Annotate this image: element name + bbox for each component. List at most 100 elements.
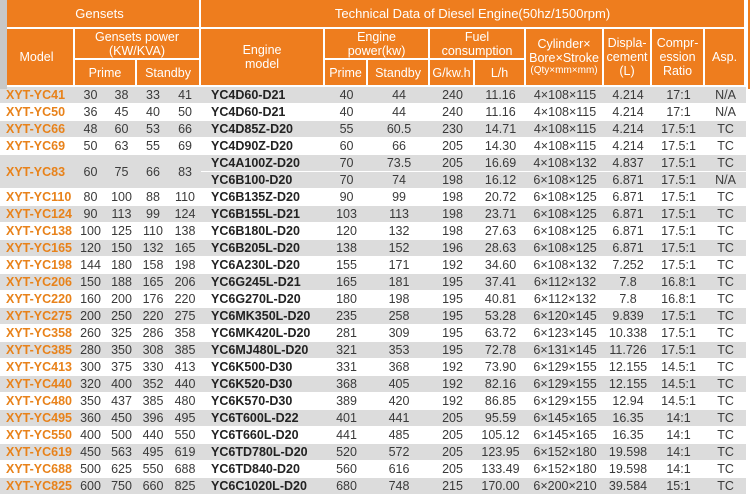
displacement-cell: 7.8 bbox=[604, 291, 653, 308]
engine-prime-cell: 235 bbox=[325, 308, 369, 325]
engine-prime-cell: 138 bbox=[325, 240, 369, 257]
engine-prime-cell: 321 bbox=[325, 342, 369, 359]
displacement-cell: 12.155 bbox=[604, 359, 653, 376]
cylinder-bore-stroke-cell: 6×145×165 bbox=[526, 410, 605, 427]
engine-model-cell: YC6T600L-D22 bbox=[201, 410, 326, 427]
col-header-genset-prime: Prime bbox=[75, 60, 137, 87]
genset-power-cell: 330 bbox=[137, 359, 169, 376]
table-row: XYT-YC275 200 250 220 275 YC6MK350L-D20 235 258… bbox=[0, 308, 747, 325]
genset-power-cell: 40 bbox=[137, 104, 169, 121]
engine-standby-cell: 368 bbox=[368, 359, 431, 376]
engine-standby-cell: 572 bbox=[368, 444, 431, 461]
cylinder-bore-stroke-cell: 6×152×180 bbox=[526, 461, 605, 478]
cylinder-bore-stroke-cell: 6×129×155 bbox=[526, 376, 605, 393]
header-band-mid: Model Gensets power (KW/KVA) Engine mode… bbox=[0, 29, 747, 87]
genset-power-cell: 150 bbox=[106, 240, 137, 257]
genset-power-cell: 158 bbox=[137, 257, 169, 274]
cylinder-bore-stroke-cell: 6×108×125 bbox=[526, 189, 605, 206]
fuel-lh-cell: 11.16 bbox=[475, 104, 527, 121]
genset-power-cell: 600 bbox=[75, 478, 106, 495]
displacement-cell: 12.155 bbox=[604, 376, 653, 393]
displacement-cell: 7.252 bbox=[604, 257, 653, 274]
cylinder-bore-stroke-cell: 6×152×180 bbox=[526, 444, 605, 461]
compression-ratio-cell: 17.5:1 bbox=[652, 155, 706, 172]
engine-model-cell: YC6B135Z-D20 bbox=[201, 189, 326, 206]
engine-prime-cell: 441 bbox=[325, 427, 369, 444]
engine-prime-cell: 103 bbox=[325, 206, 369, 223]
genset-power-cell: 619 bbox=[169, 444, 202, 461]
compression-ratio-cell: 17:1 bbox=[652, 87, 706, 104]
displacement-cell: 12.94 bbox=[604, 393, 653, 410]
genset-model-cell: XYT-YC358 bbox=[0, 325, 75, 342]
genset-power-cell: 563 bbox=[106, 444, 137, 461]
engine-standby-cell: 485 bbox=[368, 427, 431, 444]
genset-power-cell: 38 bbox=[106, 87, 137, 104]
compression-ratio-cell: 14:1 bbox=[652, 410, 706, 427]
engine-model-cell: YC6K500-D30 bbox=[201, 359, 326, 376]
genset-power-cell: 124 bbox=[169, 206, 202, 223]
genset-power-cell: 176 bbox=[137, 291, 169, 308]
displacement-cell: 11.726 bbox=[604, 342, 653, 359]
genset-model-cell: XYT-YC550 bbox=[0, 427, 75, 444]
engine-model-cell: YC6K520-D30 bbox=[201, 376, 326, 393]
displacement-line3: (L) bbox=[619, 64, 635, 78]
col-header-model: Model bbox=[0, 29, 75, 87]
engine-standby-cell: 441 bbox=[368, 410, 431, 427]
col-header-engine-power: Engine power(kw) bbox=[325, 29, 431, 60]
engine-standby-cell: 113 bbox=[368, 206, 431, 223]
fuel-gkwh-cell: 195 bbox=[430, 342, 476, 359]
fuel-gkwh-cell: 192 bbox=[430, 393, 476, 410]
fuel-gkwh-cell: 195 bbox=[430, 308, 476, 325]
genset-power-cell: 60 bbox=[106, 121, 137, 138]
genset-power-cell: 33 bbox=[137, 87, 169, 104]
engine-prime-cell: 40 bbox=[325, 87, 369, 104]
genset-power-cell: 500 bbox=[106, 427, 137, 444]
genset-power-cell: 50 bbox=[169, 104, 202, 121]
fuel-gkwh-cell: 198 bbox=[430, 189, 476, 206]
table-row: XYT-YC688 500 625 550 688 YC6TD840-D20 560 616 2… bbox=[0, 461, 747, 478]
fuel-gkwh-cell: 205 bbox=[430, 138, 476, 155]
table-body: XYT-YC41 30 38 33 41 YC4D60-D21 40 44 240 11.16 4×… bbox=[0, 87, 747, 495]
displacement-cell: 6.871 bbox=[604, 223, 653, 240]
table-row: XYT-YC440 320 400 352 440 YC6K520-D30 368 405 19… bbox=[0, 376, 747, 393]
engine-prime-cell: 55 bbox=[325, 121, 369, 138]
engine-standby-cell: 405 bbox=[368, 376, 431, 393]
fuel-lh-cell: 23.71 bbox=[475, 206, 527, 223]
engine-standby-cell: 353 bbox=[368, 342, 431, 359]
engine-standby-cell: 420 bbox=[368, 393, 431, 410]
displacement-cell: 6.871 bbox=[604, 172, 653, 189]
genset-power-cell: 300 bbox=[75, 359, 106, 376]
genset-power-cell: 400 bbox=[75, 427, 106, 444]
fuel-lh-cell: 14.71 bbox=[475, 121, 527, 138]
engine-prime-cell: 560 bbox=[325, 461, 369, 478]
genset-model-cell: XYT-YC50 bbox=[0, 104, 75, 121]
table-row: XYT-YC165 120 150 132 165 YC6B205L-D20 138 152 1… bbox=[0, 240, 747, 257]
genset-power-cell: 53 bbox=[137, 121, 169, 138]
compression-ratio-cell: 14.5:1 bbox=[652, 376, 706, 393]
col-header-displacement: Displa- cement (L) bbox=[604, 29, 653, 87]
table-row: XYT-YC41 30 38 33 41 YC4D60-D21 40 44 240 11.16 4×… bbox=[0, 87, 747, 104]
genset-model-cell: XYT-YC206 bbox=[0, 274, 75, 291]
table-row: XYT-YC825 600 750 660 825 YC6C1020L-D20 680 748… bbox=[0, 478, 747, 495]
engine-model-cell: YC6MK350L-D20 bbox=[201, 308, 326, 325]
cylinder-line1: Cylinder× bbox=[537, 37, 591, 51]
fuel-gkwh-cell: 198 bbox=[430, 223, 476, 240]
fuel-gkwh-cell: 195 bbox=[430, 274, 476, 291]
genset-power-cell: 144 bbox=[75, 257, 106, 274]
engine-model-line2: model bbox=[245, 57, 280, 71]
displacement-cell: 4.214 bbox=[604, 121, 653, 138]
genset-power-cell: 352 bbox=[137, 376, 169, 393]
compression-ratio-cell: 17.5:1 bbox=[652, 121, 706, 138]
engine-prime-cell: 180 bbox=[325, 291, 369, 308]
aspiration-cell: TC bbox=[705, 342, 747, 359]
cylinder-bore-stroke-cell: 4×108×115 bbox=[526, 121, 605, 138]
engine-model-cell: YC6TD840-D20 bbox=[201, 461, 326, 478]
aspiration-cell: TC bbox=[705, 308, 747, 325]
aspiration-cell: N/A bbox=[705, 87, 747, 104]
aspiration-cell: TC bbox=[705, 325, 747, 342]
header-gensets: Gensets bbox=[0, 0, 202, 29]
engine-model-cell: YC6TD780L-D20 bbox=[201, 444, 326, 461]
cylinder-bore-stroke-cell: 4×108×115 bbox=[526, 104, 605, 121]
aspiration-cell: TC bbox=[705, 189, 747, 206]
cylinder-bore-stroke-cell: 6×112×132 bbox=[526, 291, 605, 308]
